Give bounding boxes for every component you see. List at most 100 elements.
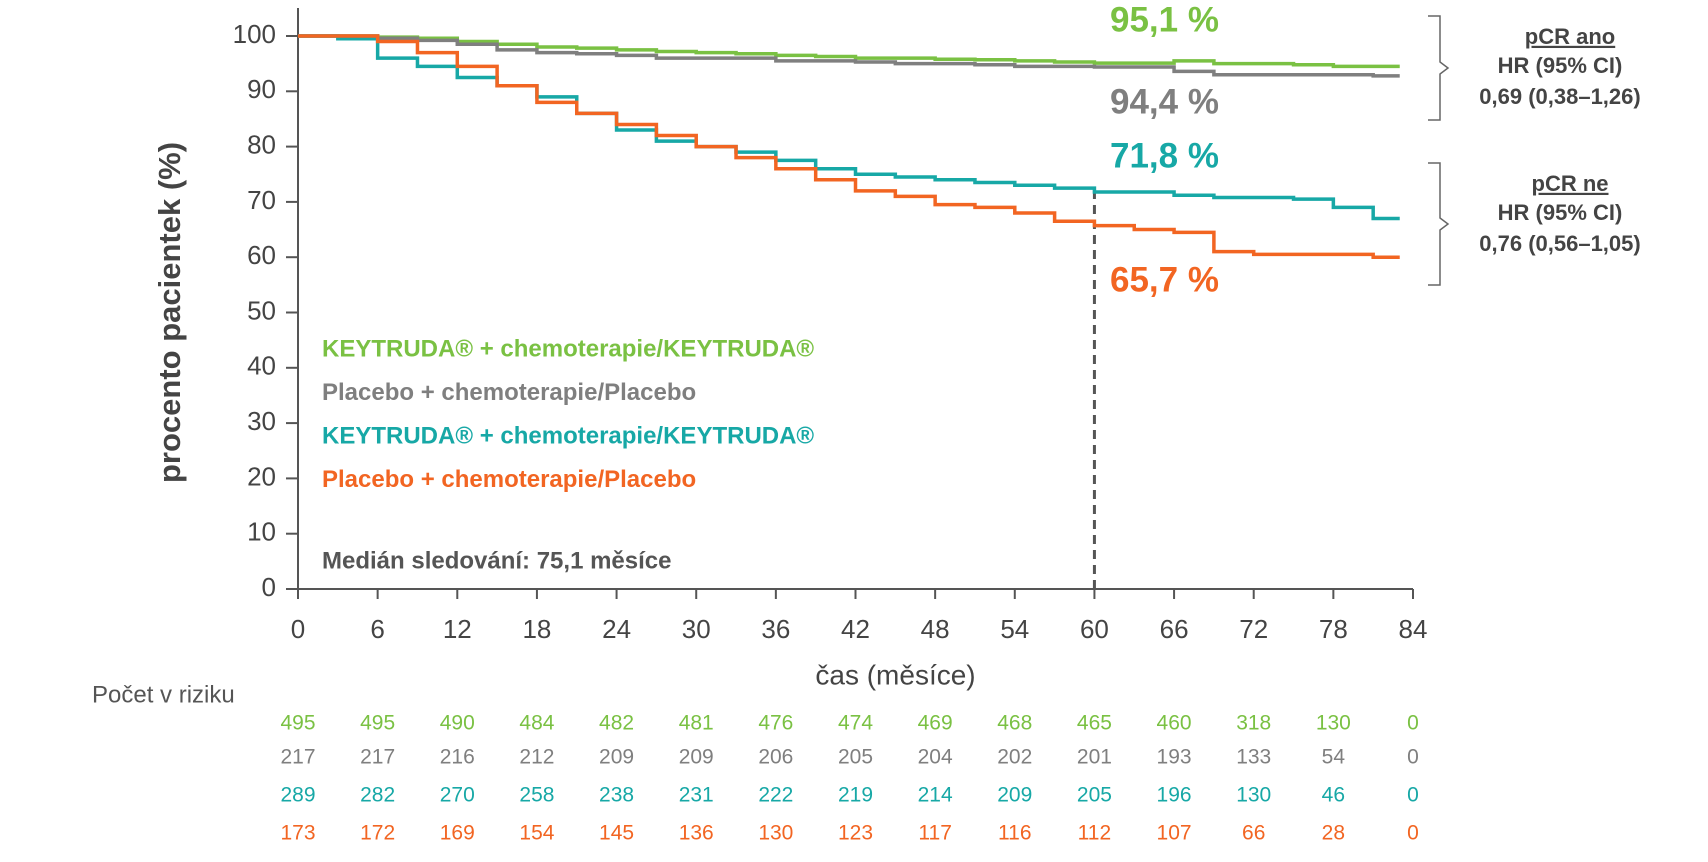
risk-count: 130 <box>1236 784 1271 807</box>
risk-count: 214 <box>918 784 953 807</box>
risk-count: 209 <box>997 784 1032 807</box>
x-tick-label: 72 <box>1239 614 1268 644</box>
risk-count: 0 <box>1407 784 1419 807</box>
risk-count: 270 <box>440 784 475 807</box>
risk-count: 0 <box>1407 822 1419 845</box>
hr-value: 0,69 (0,38–1,26) <box>1479 84 1640 109</box>
hr-group-title: pCR ano <box>1525 24 1615 49</box>
risk-count: 222 <box>758 784 793 807</box>
risk-count: 116 <box>998 822 1031 845</box>
x-tick-label: 18 <box>522 614 551 644</box>
risk-count: 66 <box>1242 822 1265 845</box>
km-curve <box>298 34 1400 259</box>
km-curve <box>298 34 1400 69</box>
x-tick-label: 60 <box>1080 614 1109 644</box>
risk-count: 0 <box>1407 746 1419 769</box>
risk-count: 205 <box>838 746 873 769</box>
risk-count: 476 <box>758 712 793 735</box>
y-tick-label: 10 <box>247 517 276 547</box>
y-tick-label: 100 <box>233 19 276 49</box>
y-tick-label: 70 <box>247 185 276 215</box>
hr-label: HR (95% CI) <box>1498 200 1623 225</box>
risk-count: 145 <box>599 822 634 845</box>
x-tick-label: 36 <box>761 614 790 644</box>
legend-entry: Placebo + chemoterapie/Placebo <box>322 466 696 493</box>
risk-count: 206 <box>758 746 793 769</box>
y-axis-label: procento pacientek (%) <box>152 142 187 483</box>
x-tick-label: 54 <box>1000 614 1029 644</box>
risk-count: 54 <box>1322 746 1346 769</box>
risk-count: 112 <box>1078 822 1111 845</box>
x-tick-label: 66 <box>1160 614 1189 644</box>
risk-count: 169 <box>440 822 475 845</box>
risk-count: 484 <box>519 712 554 735</box>
risk-count: 193 <box>1157 746 1192 769</box>
y-tick-label: 30 <box>247 406 276 436</box>
risk-count: 205 <box>1077 784 1112 807</box>
risk-count: 209 <box>599 746 634 769</box>
y-tick-label: 0 <box>262 572 276 602</box>
risk-count: 130 <box>758 822 793 845</box>
risk-count: 196 <box>1157 784 1192 807</box>
risk-count: 172 <box>360 822 395 845</box>
risk-count: 209 <box>679 746 714 769</box>
x-tick-label: 48 <box>921 614 950 644</box>
bracket <box>1428 162 1450 286</box>
risk-count: 133 <box>1236 746 1271 769</box>
y-tick-label: 80 <box>247 129 276 159</box>
risk-count: 495 <box>360 712 395 735</box>
risk-count: 238 <box>599 784 634 807</box>
end-label: 94,4 % <box>1110 82 1219 121</box>
risk-table-title: Počet v riziku <box>92 681 235 708</box>
risk-count: 490 <box>440 712 475 735</box>
risk-count: 204 <box>918 746 953 769</box>
risk-count: 202 <box>997 746 1032 769</box>
y-tick-label: 90 <box>247 74 276 104</box>
y-tick-label: 40 <box>247 351 276 381</box>
risk-count: 482 <box>599 712 634 735</box>
risk-count: 123 <box>838 822 873 845</box>
note: Medián sledování: 75,1 měsíce <box>322 547 672 574</box>
risk-count: 216 <box>440 746 475 769</box>
risk-count: 201 <box>1077 746 1112 769</box>
risk-count: 289 <box>280 784 315 807</box>
risk-count: 495 <box>280 712 315 735</box>
risk-count: 258 <box>519 784 554 807</box>
y-tick-label: 60 <box>247 240 276 270</box>
risk-count: 136 <box>679 822 714 845</box>
x-tick-label: 78 <box>1319 614 1348 644</box>
hr-label: HR (95% CI) <box>1498 53 1623 78</box>
legend-entry: Placebo + chemoterapie/Placebo <box>322 379 696 406</box>
risk-count: 231 <box>679 784 714 807</box>
x-tick-label: 12 <box>443 614 472 644</box>
risk-count: 474 <box>838 712 873 735</box>
risk-count: 217 <box>360 746 395 769</box>
bracket <box>1428 15 1450 121</box>
km-curve <box>298 34 1400 78</box>
x-tick-label: 30 <box>682 614 711 644</box>
risk-count: 154 <box>519 822 554 845</box>
risk-count: 0 <box>1407 712 1419 735</box>
x-tick-label: 6 <box>370 614 384 644</box>
risk-count: 468 <box>997 712 1032 735</box>
x-tick-label: 84 <box>1399 614 1428 644</box>
y-tick-label: 20 <box>247 461 276 491</box>
risk-count: 481 <box>679 712 714 735</box>
legend-entry: KEYTRUDA® + chemoterapie/KEYTRUDA® <box>322 335 814 362</box>
risk-count: 282 <box>360 784 395 807</box>
legend-entry: KEYTRUDA® + chemoterapie/KEYTRUDA® <box>322 422 814 449</box>
risk-count: 469 <box>918 712 953 735</box>
risk-count: 173 <box>280 822 315 845</box>
risk-count: 460 <box>1157 712 1192 735</box>
risk-count: 217 <box>280 746 315 769</box>
y-tick-label: 50 <box>247 295 276 325</box>
x-tick-label: 0 <box>291 614 305 644</box>
hr-group-title: pCR ne <box>1532 171 1609 196</box>
risk-count: 465 <box>1077 712 1112 735</box>
hr-value: 0,76 (0,56–1,05) <box>1479 231 1640 256</box>
km-curve <box>298 34 1400 221</box>
end-label: 95,1 % <box>1110 0 1219 39</box>
risk-count: 28 <box>1322 822 1345 845</box>
risk-count: 130 <box>1316 712 1351 735</box>
